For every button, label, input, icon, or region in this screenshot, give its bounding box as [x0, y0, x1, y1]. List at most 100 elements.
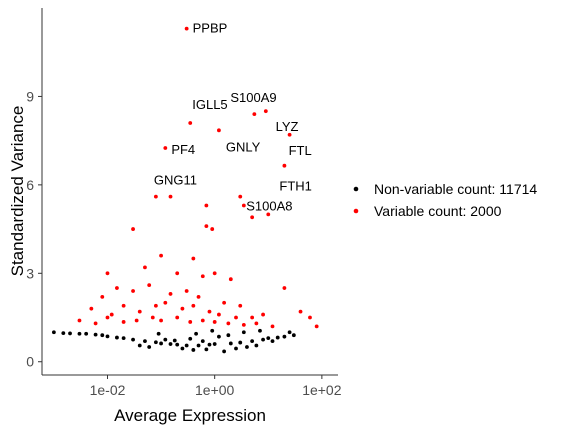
variable-point — [212, 271, 217, 276]
non-variable-point — [156, 331, 161, 336]
variable-point — [200, 274, 205, 279]
non-variable-point — [238, 340, 243, 345]
variable-point — [159, 318, 163, 323]
non-variable-point — [254, 343, 259, 348]
variable-point — [241, 322, 246, 327]
non-variable-point — [153, 340, 158, 345]
variable-point — [282, 286, 287, 290]
variable-point — [105, 271, 110, 276]
variable-point — [143, 265, 147, 270]
non-variable-point — [143, 339, 147, 344]
non-variable-point — [217, 334, 221, 339]
non-variable-point — [266, 336, 271, 341]
variable-point — [308, 315, 312, 320]
non-variable-point — [261, 337, 265, 342]
variable-point — [212, 320, 217, 324]
point-label-ftl: FTL — [289, 143, 312, 158]
point-label-gng11: GNG11 — [154, 173, 197, 188]
point-label-fth1: FTH1 — [279, 179, 312, 194]
x-tick-label: 1e+00 — [195, 382, 235, 398]
variable-point — [196, 294, 201, 299]
x-tick-label: 1e-02 — [90, 382, 126, 398]
variable-point — [159, 253, 163, 258]
non-variable-point — [258, 328, 262, 333]
non-variable-point — [68, 331, 72, 336]
legend-label-non-variable: Non-variable count: 11714 — [374, 181, 537, 197]
variable-point — [147, 283, 152, 287]
non-variable-point — [137, 343, 142, 348]
point-label-s100a8: S100A8 — [246, 199, 292, 214]
legend: Non-variable count: 11714 Variable count… — [353, 181, 537, 219]
point-label-lyz: LYZ — [276, 119, 299, 134]
variable-point — [115, 286, 119, 290]
non-variable-point — [188, 336, 193, 341]
variable-point — [168, 194, 173, 199]
variable-point — [121, 303, 126, 308]
variable-point — [238, 194, 243, 199]
non-variable-point — [291, 333, 296, 338]
variable-point — [184, 289, 189, 293]
variable-point — [121, 320, 126, 324]
non-variable-point — [222, 349, 227, 354]
variable-point — [287, 132, 292, 137]
non-variable-point — [163, 337, 168, 342]
point-label-ppbp: PPBP — [193, 21, 228, 36]
variable-point — [254, 321, 259, 326]
non-variable-point — [200, 339, 205, 344]
variable-point — [175, 271, 180, 276]
variable-point — [163, 300, 168, 305]
variable-point — [250, 215, 255, 220]
non-variable-point — [275, 335, 280, 340]
variable-point — [77, 318, 82, 323]
variable-point — [100, 294, 105, 299]
variable-point — [263, 109, 268, 114]
point-label-igll5: IGLL5 — [192, 97, 227, 112]
non-variable-point — [287, 330, 292, 335]
legend-label-variable: Variable count: 2000 — [374, 203, 502, 219]
non-variable-point — [131, 337, 135, 342]
variable-point — [234, 315, 238, 320]
variable-point — [184, 26, 189, 31]
variable-point — [204, 224, 209, 229]
non-variable-point — [180, 346, 185, 351]
non-variable-point — [121, 336, 126, 341]
non-variable-point — [184, 343, 189, 348]
x-axis-ticks: 1e-02 1e+00 1e+02 — [90, 375, 342, 398]
plot-points — [51, 26, 319, 354]
y-tick-label: 6 — [26, 177, 34, 193]
variable-point — [150, 315, 155, 320]
variable-point — [93, 321, 98, 326]
variable-point — [217, 128, 221, 133]
variable-point — [153, 194, 158, 199]
variable-point — [131, 227, 135, 231]
point-label-pf4: PF4 — [171, 142, 195, 157]
y-tick-label: 3 — [26, 265, 34, 281]
variable-point — [105, 315, 110, 320]
variable-point — [191, 303, 196, 308]
non-variable-point — [196, 343, 201, 348]
variable-point — [200, 318, 205, 323]
variable-point — [266, 212, 271, 217]
point-label-gnly: GNLY — [226, 139, 261, 154]
variable-point — [217, 312, 221, 317]
non-variable-point — [210, 328, 215, 333]
non-variable-point — [168, 342, 173, 346]
variable-point — [222, 300, 227, 305]
non-variable-point — [115, 335, 119, 340]
variable-point — [282, 163, 287, 168]
variable-point — [188, 320, 193, 324]
non-variable-point — [241, 330, 246, 335]
variable-point — [137, 309, 142, 314]
non-variable-point — [194, 331, 198, 336]
variable-point — [153, 303, 158, 308]
non-variable-point — [245, 345, 249, 349]
variable-point — [131, 289, 135, 293]
non-variable-point — [93, 332, 98, 337]
non-variable-point — [234, 346, 238, 351]
non-variable-point — [250, 339, 255, 344]
non-variable-point — [207, 342, 212, 347]
non-variable-point — [212, 342, 217, 346]
variable-point — [298, 309, 303, 314]
